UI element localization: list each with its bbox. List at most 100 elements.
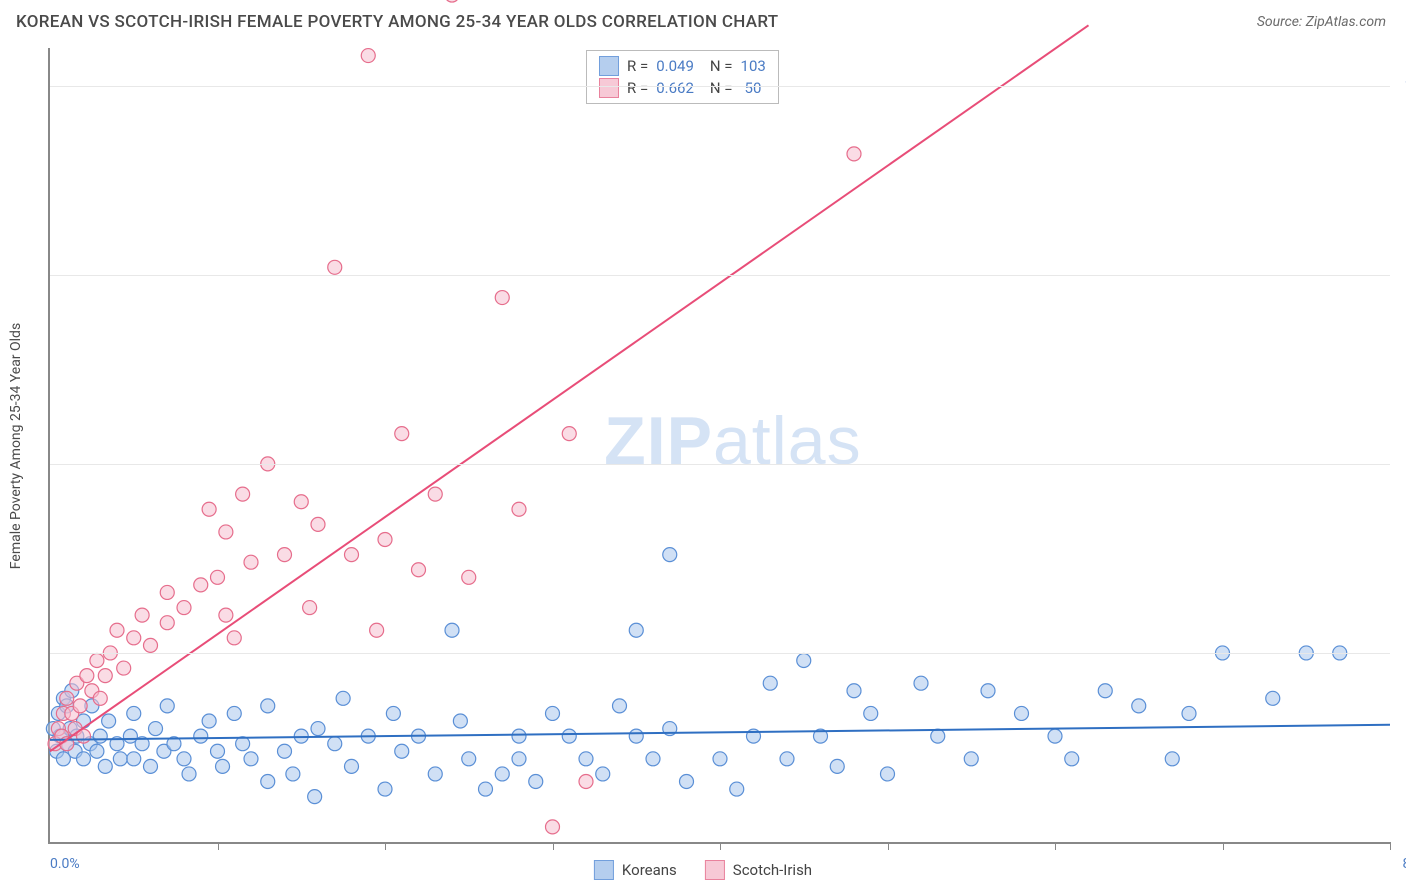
data-point xyxy=(93,691,107,705)
data-point xyxy=(579,752,593,766)
r-label-1: R = xyxy=(627,57,648,75)
x-axis-max-label: 80.0% xyxy=(1402,856,1406,872)
data-point xyxy=(211,744,225,758)
data-point xyxy=(445,623,459,637)
data-point xyxy=(462,570,476,584)
trend-line xyxy=(50,725,1390,740)
grid-line-h xyxy=(50,653,1390,654)
data-point xyxy=(981,684,995,698)
data-point xyxy=(562,427,576,441)
data-point xyxy=(546,820,560,834)
data-point xyxy=(219,525,233,539)
data-point xyxy=(144,638,158,652)
data-point xyxy=(378,782,392,796)
grid-line-h xyxy=(50,275,1390,276)
data-point xyxy=(286,767,300,781)
series-label-koreans: Koreans xyxy=(622,861,677,879)
data-point xyxy=(336,691,350,705)
data-point xyxy=(512,729,526,743)
data-point xyxy=(613,699,627,713)
data-point xyxy=(90,654,104,668)
data-point xyxy=(847,684,861,698)
n-label-1: N = xyxy=(710,57,733,75)
data-point xyxy=(160,699,174,713)
scatter-plot-svg xyxy=(50,48,1390,842)
data-point xyxy=(160,585,174,599)
data-point xyxy=(629,729,643,743)
data-point xyxy=(964,752,978,766)
legend-swatch-koreans-bottom xyxy=(594,860,614,880)
data-point xyxy=(847,147,861,161)
stats-legend-row-1: R = 0.049 N = 103 xyxy=(599,55,766,77)
data-point xyxy=(60,691,74,705)
data-point xyxy=(278,744,292,758)
data-point xyxy=(80,669,94,683)
x-tick xyxy=(218,842,219,850)
data-point xyxy=(177,601,191,615)
data-point xyxy=(596,767,610,781)
data-point xyxy=(579,775,593,789)
data-point xyxy=(495,291,509,305)
y-axis-label: Female Poverty Among 25-34 Year Olds xyxy=(8,323,24,569)
data-point xyxy=(395,427,409,441)
data-point xyxy=(227,631,241,645)
data-point xyxy=(308,790,322,804)
data-point xyxy=(216,759,230,773)
data-point xyxy=(294,495,308,509)
data-point xyxy=(98,669,112,683)
data-point xyxy=(244,555,258,569)
data-point xyxy=(780,752,794,766)
legend-swatch-koreans xyxy=(599,56,619,76)
data-point xyxy=(395,744,409,758)
plot-area: ZIPatlas R = 0.049 N = 103 R = 0.662 N =… xyxy=(48,48,1390,844)
data-point xyxy=(227,706,241,720)
x-tick xyxy=(1223,842,1224,850)
data-point xyxy=(194,578,208,592)
data-point xyxy=(261,699,275,713)
data-point xyxy=(713,752,727,766)
data-point xyxy=(453,714,467,728)
data-point xyxy=(219,608,233,622)
grid-line-h xyxy=(50,464,1390,465)
data-point xyxy=(127,706,141,720)
data-point xyxy=(77,752,91,766)
n-label-2: N = xyxy=(710,79,733,97)
r-value-2: 0.662 xyxy=(656,79,694,97)
data-point xyxy=(1165,752,1179,766)
chart-title: KOREAN VS SCOTCH-IRISH FEMALE POVERTY AM… xyxy=(16,12,778,32)
data-point xyxy=(98,759,112,773)
data-point xyxy=(1065,752,1079,766)
chart-container: Female Poverty Among 25-34 Year Olds ZIP… xyxy=(48,48,1390,844)
data-point xyxy=(1266,691,1280,705)
data-point xyxy=(102,714,116,728)
x-tick xyxy=(888,842,889,850)
data-point xyxy=(345,759,359,773)
series-legend-item-scotch-irish: Scotch-Irish xyxy=(705,860,812,880)
data-point xyxy=(303,601,317,615)
data-point xyxy=(160,616,174,630)
series-label-scotch-irish: Scotch-Irish xyxy=(733,861,812,879)
data-point xyxy=(149,722,163,736)
x-tick xyxy=(1055,842,1056,850)
data-point xyxy=(144,759,158,773)
data-point xyxy=(1048,729,1062,743)
data-point xyxy=(113,752,127,766)
data-point xyxy=(1098,684,1112,698)
legend-swatch-scotch-irish-bottom xyxy=(705,860,725,880)
data-point xyxy=(361,49,375,63)
stats-legend: R = 0.049 N = 103 R = 0.662 N = 50 xyxy=(586,50,779,104)
data-point xyxy=(378,533,392,547)
data-point xyxy=(311,722,325,736)
x-tick xyxy=(385,842,386,850)
data-point xyxy=(830,759,844,773)
data-point xyxy=(328,260,342,274)
data-point xyxy=(412,563,426,577)
source-label: Source: ZipAtlas.com xyxy=(1257,14,1386,30)
data-point xyxy=(135,608,149,622)
data-point xyxy=(546,706,560,720)
data-point xyxy=(194,729,208,743)
data-point xyxy=(261,775,275,789)
data-point xyxy=(881,767,895,781)
data-point xyxy=(495,767,509,781)
data-point xyxy=(512,752,526,766)
